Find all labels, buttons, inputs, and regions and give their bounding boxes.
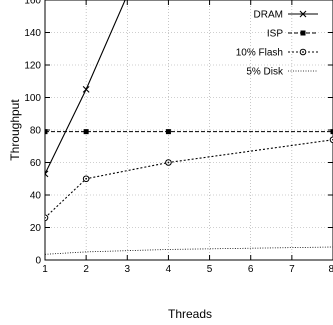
data-point-isp bbox=[165, 129, 171, 135]
legend-label-10-flash: 10% Flash bbox=[236, 48, 283, 59]
legend: DRAM ISP 10% Flash 5% Disk bbox=[236, 10, 318, 78]
x-tick-label: 8 bbox=[328, 264, 333, 275]
marker-ring bbox=[329, 136, 333, 144]
x-tick-label: 6 bbox=[248, 264, 254, 275]
marker-stroke bbox=[82, 85, 90, 93]
marker-dot bbox=[45, 216, 46, 219]
legend-label-dram: DRAM bbox=[254, 10, 283, 21]
legend-label-isp: ISP bbox=[267, 29, 283, 40]
x-tick-label: 3 bbox=[125, 264, 131, 275]
data-point-10-flash bbox=[45, 214, 49, 222]
y-tick-label: 60 bbox=[30, 158, 42, 169]
y-tick-label: 100 bbox=[24, 93, 41, 104]
x-tick-label: 1 bbox=[42, 264, 48, 275]
marker-dot bbox=[302, 51, 304, 53]
y-tick-label: 120 bbox=[24, 61, 41, 72]
y-tick-label: 80 bbox=[30, 126, 42, 137]
y-axis-title: Throughput bbox=[8, 99, 22, 161]
marker-ring bbox=[45, 214, 49, 222]
marker-dot bbox=[167, 161, 170, 164]
series-line-10-flash bbox=[45, 139, 333, 219]
x-axis-title: Threads bbox=[168, 307, 212, 321]
marker-stroke bbox=[299, 10, 307, 18]
y-tick-label: 20 bbox=[30, 223, 42, 234]
marker-dot bbox=[85, 177, 88, 180]
data-point-dram bbox=[82, 85, 90, 93]
data-point-10-flash bbox=[165, 159, 172, 166]
legend-marker-10-flash bbox=[299, 48, 307, 56]
series-line-5-disk bbox=[45, 246, 333, 255]
x-tick-label: 4 bbox=[166, 264, 172, 275]
data-point-isp bbox=[330, 129, 333, 135]
x-tick-label: 5 bbox=[207, 264, 213, 275]
data-point-10-flash bbox=[82, 175, 90, 183]
data-point-dram bbox=[45, 170, 49, 178]
legend-label-5-disk: 5% Disk bbox=[246, 67, 284, 78]
y-tick-label: 160 bbox=[24, 0, 41, 7]
y-tick-label: 0 bbox=[35, 256, 41, 267]
axis-ticks: 0 20 40 60 80 100 120 140 160 1 2 3 4 5 6 7 8 bbox=[24, 0, 333, 275]
x-tick-label: 2 bbox=[83, 264, 89, 275]
x-tick-label: 7 bbox=[289, 264, 295, 275]
legend-marker-isp bbox=[300, 30, 306, 36]
data-point-isp bbox=[45, 129, 48, 135]
data-point-isp bbox=[83, 129, 89, 135]
series-layer bbox=[45, 0, 333, 255]
marker-stroke bbox=[45, 173, 49, 178]
y-tick-label: 140 bbox=[24, 28, 41, 39]
legend-marker-dram bbox=[299, 10, 307, 18]
y-tick-label: 40 bbox=[30, 191, 42, 202]
marker-stroke bbox=[45, 170, 49, 175]
